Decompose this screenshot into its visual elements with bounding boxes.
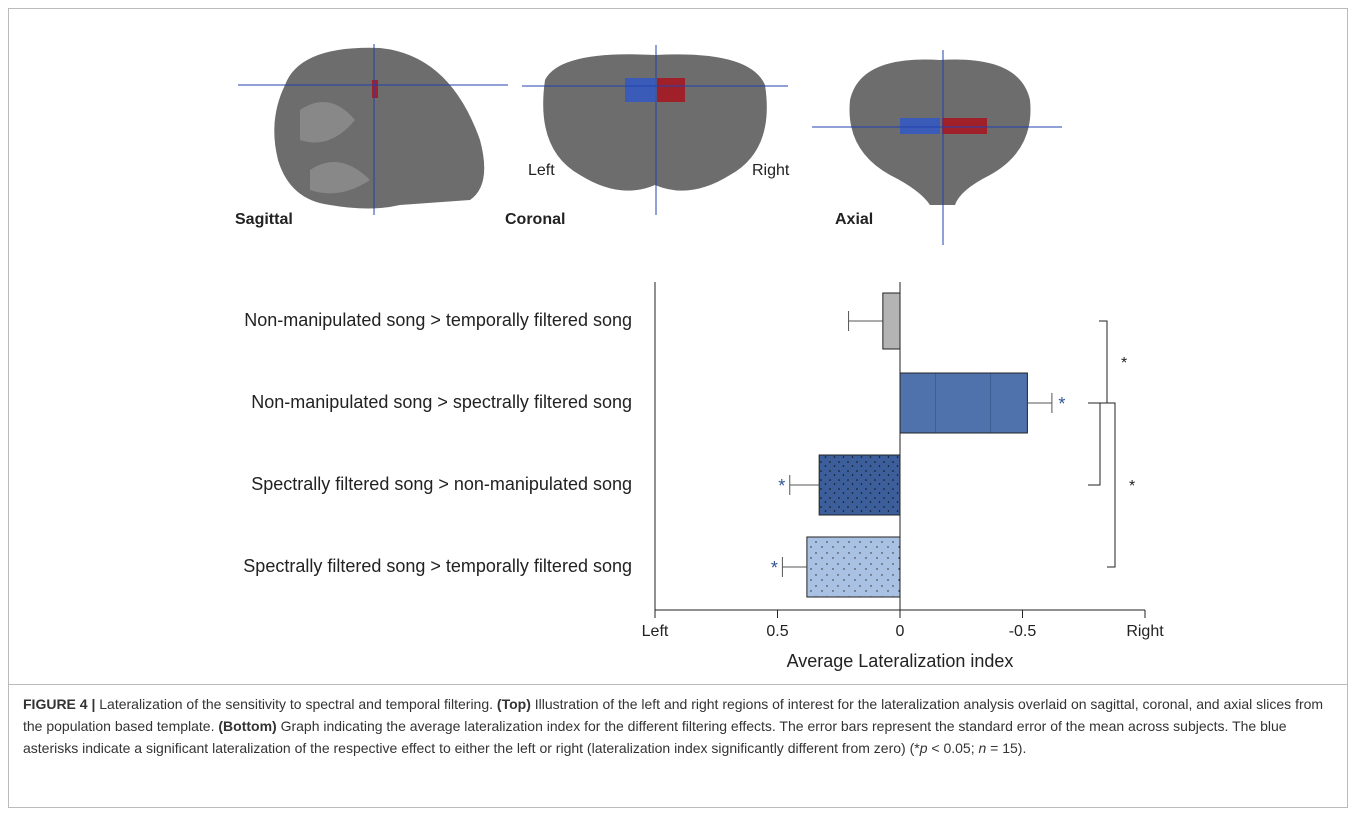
panel-label: Coronal bbox=[505, 211, 565, 228]
y-tick-label: Non-manipulated song > spectrally filter… bbox=[251, 392, 632, 412]
caption-text: (Top) bbox=[497, 696, 531, 712]
bar bbox=[807, 537, 900, 597]
caption-label: FIGURE 4 | bbox=[23, 696, 95, 712]
caption-text: p bbox=[920, 740, 928, 756]
y-tick-label: Non-manipulated song > temporally filter… bbox=[244, 310, 632, 330]
x-axis-title: Average Lateralization index bbox=[787, 651, 1014, 671]
significance-mark: * bbox=[778, 476, 785, 496]
caption-text: = 15). bbox=[986, 740, 1026, 756]
coronal-slice bbox=[522, 45, 788, 215]
page: Sagittal Coronal Axial Left Right Averag… bbox=[0, 0, 1358, 818]
panel-label: Sagittal bbox=[235, 211, 293, 228]
y-tick-label: Spectrally filtered song > temporally fi… bbox=[243, 556, 632, 576]
x-tick-label: Right bbox=[1126, 623, 1164, 640]
caption-text: (Bottom) bbox=[218, 718, 276, 734]
y-tick-label: Spectrally filtered song > non-manipulat… bbox=[251, 474, 632, 494]
bracket bbox=[1099, 321, 1107, 403]
side-label: Left bbox=[528, 162, 555, 179]
caption-text: Lateralization of the sensitivity to spe… bbox=[95, 696, 497, 712]
sagittal-slice bbox=[238, 44, 508, 215]
caption: FIGURE 4 | Lateralization of the sensiti… bbox=[8, 684, 1348, 808]
bracket bbox=[1107, 403, 1115, 567]
figure: Sagittal Coronal Axial Left Right Averag… bbox=[0, 0, 1358, 684]
bar bbox=[883, 293, 900, 349]
bar bbox=[900, 373, 1027, 433]
bracket-label: * bbox=[1121, 355, 1127, 372]
x-tick-label: -0.5 bbox=[1009, 623, 1037, 640]
bar bbox=[819, 455, 900, 515]
panel-label: Axial bbox=[835, 211, 873, 228]
significance-mark: * bbox=[771, 558, 778, 578]
bracket-label: * bbox=[1129, 478, 1135, 495]
bracket bbox=[1088, 403, 1100, 485]
x-tick-label: Left bbox=[642, 623, 669, 640]
caption-text: < 0.05; bbox=[928, 740, 979, 756]
x-tick-label: 0 bbox=[896, 623, 905, 640]
x-tick-label: 0.5 bbox=[766, 623, 788, 640]
significance-mark: * bbox=[1058, 394, 1065, 414]
side-label: Right bbox=[752, 162, 790, 179]
